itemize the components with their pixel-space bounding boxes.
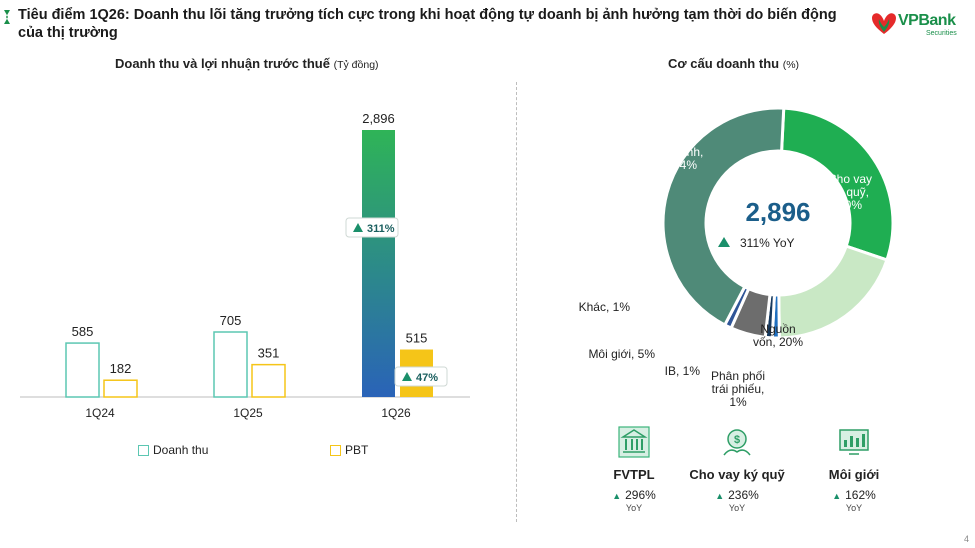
legend-revenue: Doanh thu (138, 443, 208, 457)
legend-pbt: PBT (330, 443, 368, 457)
metric-yoy: YoY (625, 503, 643, 513)
donut-chart-title-text: Cơ cấu doanh thu (668, 56, 780, 71)
x-tick-label: 1Q25 (233, 406, 263, 420)
metric-value-text: 162% (845, 488, 876, 502)
donut-chart-unit: (%) (782, 59, 800, 71)
bar-revenue (362, 130, 395, 397)
metric-margin-lending: $ Cho vay ký quỹ ▲ 236% YoY (677, 425, 797, 513)
legend-label-pbt: PBT (345, 443, 369, 457)
metric-brokerage: Môi giới ▲ 162% YoY (794, 425, 914, 513)
bar-value-label: 585 (72, 324, 94, 339)
logo-text: VPBank (898, 12, 956, 29)
bank-building-icon (618, 426, 650, 458)
bar-chart-title-text: Doanh thu và lợi nhuận trước thuế (115, 56, 330, 71)
metric-name: Cho vay ký quỹ (689, 467, 785, 482)
title-bullet-icon (4, 10, 10, 24)
metric-fvtpl: FVTPL ▲ 296% YoY (574, 425, 694, 513)
metric-value-text: 236% (728, 488, 759, 502)
metric-yoy: YoY (845, 503, 863, 513)
donut-slice (661, 106, 786, 327)
x-tick-label: 1Q26 (381, 406, 411, 420)
bar-value-label: 515 (406, 331, 428, 346)
metric-value: ▲ 296% (612, 488, 656, 502)
bar-chart-title: Doanh thu và lợi nhuận trước thuế (Tỷ đồ… (115, 56, 379, 71)
donut-center-value: 2,896 (745, 197, 810, 227)
panel-divider (516, 82, 517, 522)
growth-badge-label: 311% (367, 223, 395, 235)
bar-pbt (103, 379, 138, 398)
donut-slice-label: IB, 1% (665, 364, 701, 378)
legend-swatch-pbt (330, 444, 341, 456)
donut-slice-label: Môi giới, 5% (588, 347, 655, 361)
legend-swatch-revenue (138, 444, 149, 456)
donut-slice-label: Nguồn vốn, 20% (753, 322, 803, 349)
bar-pbt (251, 363, 286, 398)
legend-label-revenue: Doanh thu (153, 443, 209, 457)
bar-value-label: 705 (220, 313, 242, 328)
metric-value-text: 296% (625, 488, 656, 502)
metric-name: Môi giới (828, 467, 880, 482)
svg-text:$: $ (734, 434, 740, 446)
donut-slice-label: Cho vay ký quỹ, 30% (828, 172, 872, 212)
donut-slice-label: Khác, 1% (579, 300, 631, 314)
coin-growth-icon: $ (723, 429, 751, 456)
metric-name: FVTPL (613, 467, 655, 482)
up-triangle-icon (402, 372, 412, 381)
up-triangle-icon (718, 237, 730, 247)
metric-yoy: YoY (728, 503, 746, 513)
growth-badge-label: 47% (416, 372, 438, 384)
bar-value-label: 351 (258, 346, 280, 361)
logo-subtext: Securities (926, 30, 957, 37)
x-tick-label: 1Q24 (85, 406, 115, 420)
donut-chart-title: Cơ cấu doanh thu (%) (668, 56, 799, 71)
bar-chart: 1Q24 585 182 1Q25 705 351 1Q26 2,896 515 311% 47% (20, 111, 470, 420)
donut-slice-label: Phân phối trái phiếu, 1% (711, 369, 765, 409)
bar-value-label: 2,896 (362, 111, 395, 126)
bar-value-label: 182 (110, 361, 132, 376)
growth-badge: 311% (345, 217, 399, 238)
vpbank-logo-icon (872, 13, 896, 35)
donut-chart: Cho vay ký quỹ, 30% Nguồn vốn, 20% Phân phối t… (579, 106, 895, 409)
bar-chart-unit: (Tỷ đồng) (333, 59, 379, 71)
metric-value: ▲ 236% (715, 488, 759, 502)
growth-badge: 47% (394, 366, 448, 387)
bar-revenue (65, 342, 100, 398)
bar-revenue (213, 331, 248, 398)
page-number: 4 (963, 534, 969, 544)
trading-screen-icon (839, 429, 869, 455)
donut-center-growth: 311% YoY (740, 236, 795, 250)
donut-slice-label: Đầu tư &Tự doanh, 44% (667, 119, 704, 172)
metric-value: ▲ 162% (832, 488, 876, 502)
page-title: Tiêu điểm 1Q26: Doanh thu lõi tăng trưởn… (18, 7, 837, 41)
vpbank-logo: VPBank Securities (868, 6, 968, 46)
donut-slice (780, 106, 895, 262)
up-triangle-icon (353, 223, 363, 232)
